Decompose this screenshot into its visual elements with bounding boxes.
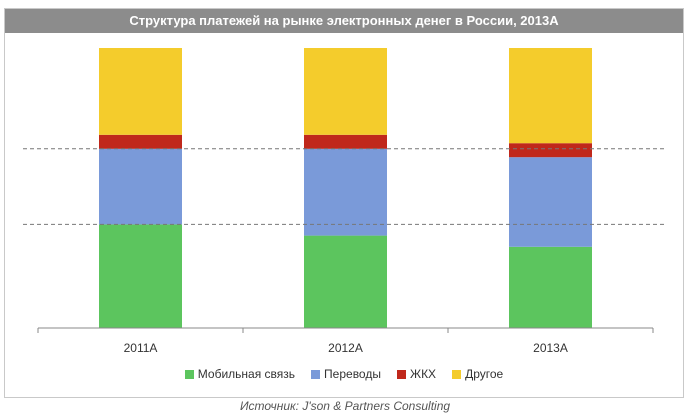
chart-frame: Структура платежей на рынке электронных …: [4, 8, 684, 398]
bar-segment: [99, 134, 182, 149]
legend-label: Переводы: [324, 367, 381, 381]
bar-segment: [99, 224, 182, 328]
bar-segment: [304, 134, 387, 149]
legend-swatch: [396, 370, 406, 379]
source-note: Источник: J'son & Partners Consulting: [239, 399, 451, 413]
legend-label: Мобильная связь: [197, 367, 296, 381]
bar-segment: [304, 148, 387, 236]
bar-segment: [99, 148, 182, 225]
bar-segment: [99, 48, 182, 135]
bar-segment: [509, 246, 592, 328]
bar-segment: [304, 48, 387, 135]
x-tick-label: 2012А: [328, 341, 363, 355]
x-tick-label: 2011А: [124, 341, 158, 355]
legend-label: ЖКХ: [409, 367, 437, 381]
legend-swatch: [311, 370, 321, 379]
chart-legend: Мобильная связь Переводы ЖКХ Другое: [5, 367, 683, 381]
bar-segment: [509, 157, 592, 247]
legend-swatch: [452, 370, 462, 379]
legend-item: Мобильная связь: [184, 367, 296, 381]
legend-swatch: [184, 370, 194, 379]
bar-segment: [509, 143, 592, 158]
stacked-bar-chart: 2011А 2012А 2013А: [23, 48, 665, 355]
legend-item: ЖКХ: [396, 367, 437, 381]
legend-item: Переводы: [311, 367, 381, 381]
chart-title: Структура платежей на рынке электронных …: [5, 9, 683, 33]
legend-item: Другое: [452, 367, 503, 381]
legend-label: Другое: [465, 367, 504, 381]
bar-segment: [509, 48, 592, 144]
x-tick-label: 2013А: [533, 341, 568, 355]
bar-segment: [304, 235, 387, 328]
